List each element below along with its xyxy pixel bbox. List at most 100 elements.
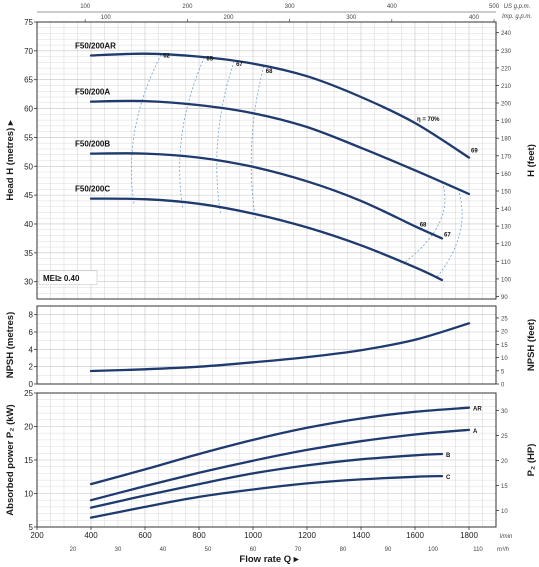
y-right-tick-label: 120: [501, 242, 512, 248]
y-right-tick-label: 90: [501, 295, 508, 301]
y-right-tick-label: 150: [501, 189, 512, 195]
y-axis-title: NPSH (metres): [5, 312, 16, 379]
y-right-tick-label: 220: [501, 66, 512, 72]
curve-label: F50/200C: [75, 185, 110, 194]
frame-layer: [34, 11, 499, 530]
y-tick-label: 30: [24, 278, 33, 287]
y-right-tick-label: 100: [501, 277, 512, 283]
y-tick-label: 35: [24, 249, 33, 258]
y-right-tick-label: 200: [501, 102, 512, 108]
x-us-tick-label: 100: [80, 4, 91, 10]
curve-end-label: AR: [473, 407, 482, 413]
power-curve-a: [89, 428, 471, 502]
y-tick-label: 50: [24, 162, 33, 171]
y-tick-label: 60: [24, 105, 33, 114]
y-tick-label: 5: [29, 523, 34, 532]
x-tick-label: 1000: [244, 531, 262, 540]
y-tick-label: 2: [29, 363, 34, 372]
panel-frame: [36, 305, 497, 385]
y-right-tick-label: 230: [501, 49, 512, 55]
head-curve-f50/200b: [89, 152, 444, 240]
efficiency-isoline: [436, 189, 463, 278]
x-m3h-tick-label: 90: [385, 547, 392, 553]
x-tick-label: 1800: [460, 531, 478, 540]
y-tick-label: 70: [24, 47, 33, 56]
x-unit-label: l/min: [500, 534, 513, 540]
npsh-curve: [89, 322, 471, 373]
efficiency-label: 65: [206, 56, 213, 62]
efficiency-isoline: [250, 65, 265, 221]
y-axis-title: Absorbed power P₂ (kW): [5, 404, 16, 515]
efficiency-isoline: [216, 60, 235, 214]
x-m3h-unit: m³/h: [497, 547, 510, 553]
efficiency-isoline: [403, 182, 446, 264]
head-curve-f50/200ar: [89, 52, 471, 159]
efficiency-label: 67: [236, 62, 243, 68]
y-right-tick-label: 0: [501, 383, 505, 389]
efficiency-isoline: [179, 57, 205, 209]
x-imp-unit: Imp. g.p.m.: [502, 14, 532, 20]
efficiency-layer: [130, 54, 463, 278]
head-curve-f50/200c: [89, 197, 444, 282]
x-tick-label: 400: [84, 531, 98, 540]
curve-end-label: B: [446, 453, 451, 459]
y-tick-label: 40: [24, 220, 33, 229]
y-right-tick-label: 25: [501, 316, 508, 322]
y-tick-label: 20: [24, 423, 33, 432]
grid-layer: [37, 21, 496, 528]
mei-label: MEI≥ 0.40: [43, 274, 80, 283]
y-right-axis-title: H (feet): [526, 144, 537, 177]
y-right-tick-label: 210: [501, 84, 512, 90]
y-tick-label: 8: [29, 311, 34, 320]
x-tick-label: 1600: [406, 531, 424, 540]
y-tick-label: 6: [29, 328, 34, 337]
x-us-unit: US g.p.m.: [504, 4, 531, 10]
y-right-tick-label: 10: [501, 509, 508, 515]
efficiency-label: 68: [266, 69, 273, 75]
mei-box: [38, 270, 98, 286]
x-tick-label: 800: [192, 531, 206, 540]
x-m3h-tick-label: 80: [340, 547, 347, 553]
efficiency-label: η = 70%: [417, 117, 440, 123]
efficiency-label: 68: [420, 223, 427, 229]
x-us-tick-label: 500: [489, 4, 500, 10]
y-tick-label: 10: [24, 490, 33, 499]
text-layer: 3035404550556065707590100110120130140150…: [5, 4, 537, 565]
x-m3h-tick-label: 50: [205, 547, 212, 553]
y-tick-label: 25: [24, 389, 33, 398]
x-us-tick-label: 300: [285, 4, 296, 10]
y-right-tick-label: 20: [501, 459, 508, 465]
power-curve-c: [89, 474, 444, 519]
x-m3h-tick-label: 30: [115, 547, 122, 553]
x-tick-label: 200: [30, 531, 44, 540]
y-right-tick-label: 130: [501, 225, 512, 231]
x-m3h-tick-label: 100: [428, 547, 439, 553]
head-curve-f50/200a: [89, 99, 471, 196]
efficiency-label: 67: [444, 232, 451, 238]
x-imp-tick-label: 100: [101, 15, 112, 21]
x-us-tick-label: 400: [387, 4, 398, 10]
y-right-axis-title: NPSH (feet): [526, 319, 537, 371]
y-tick-label: 55: [24, 133, 33, 142]
x-imp-tick-label: 200: [223, 15, 234, 21]
y-right-tick-label: 160: [501, 172, 512, 178]
y-right-tick-label: 110: [501, 260, 511, 266]
efficiency-label: 69: [471, 149, 478, 155]
x-axis-title: Flow rate Q ▸: [239, 554, 299, 565]
y-right-tick-label: 180: [501, 137, 512, 143]
y-tick-label: 75: [24, 18, 33, 27]
power-curve-b: [89, 452, 444, 509]
x-m3h-tick-label: 40: [160, 547, 167, 553]
y-right-tick-label: 5: [501, 369, 505, 375]
y-right-axis-title: P₂ (HP): [526, 444, 537, 477]
y-right-tick-label: 30: [501, 409, 508, 415]
curve-end-label: A: [473, 429, 478, 435]
y-right-tick-label: 170: [501, 154, 512, 160]
y-tick-label: 15: [24, 456, 33, 465]
x-m3h-tick-label: 110: [473, 547, 483, 553]
y-right-tick-label: 20: [501, 330, 508, 336]
y-right-tick-label: 25: [501, 434, 508, 440]
y-tick-label: 45: [24, 191, 33, 200]
y-right-tick-label: 190: [501, 119, 512, 125]
